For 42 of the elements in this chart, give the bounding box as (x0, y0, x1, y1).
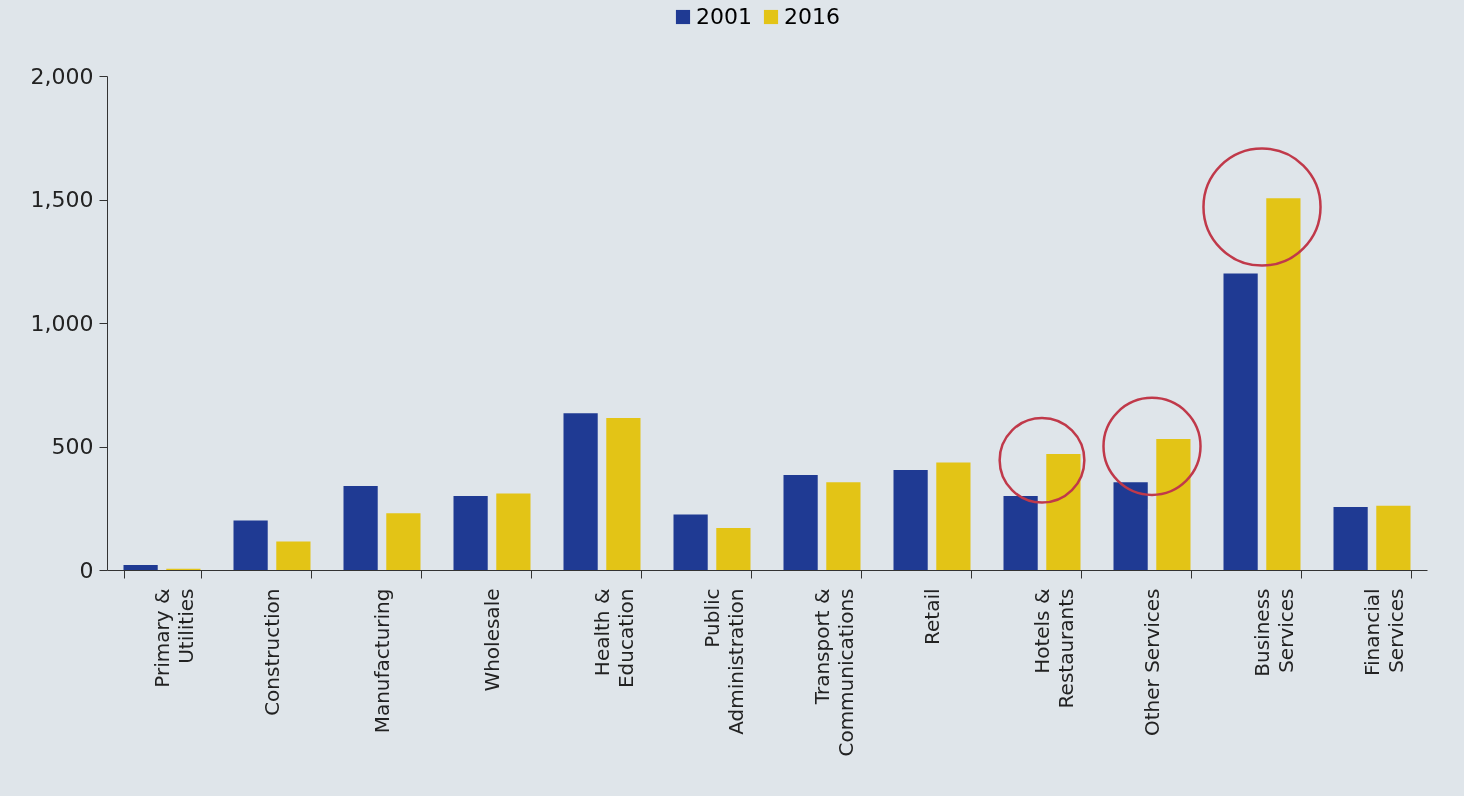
x-tick-label: Other Services (1139, 588, 1164, 736)
y-tick-label: 0 (79, 557, 94, 583)
x-tick-label: Construction (259, 588, 284, 716)
x-tick-label: Wholesale (479, 588, 504, 692)
bar (1223, 273, 1258, 570)
bar (276, 541, 311, 570)
bar (826, 482, 861, 570)
bar (1046, 453, 1081, 570)
y-tick-label: 1,500 (30, 187, 94, 212)
y-tick-label: 2,000 (30, 63, 94, 89)
bar (673, 514, 708, 570)
bar (563, 413, 598, 570)
bar (496, 493, 531, 570)
x-tick-label: Transport & Communications (809, 588, 858, 757)
x-tick-label: Business Services (1249, 588, 1298, 677)
bar (1003, 495, 1038, 570)
bar (233, 520, 268, 570)
x-tick-label: Financial Services (1359, 588, 1408, 677)
bar (123, 565, 158, 570)
x-tick-label: Health & Education (589, 588, 638, 689)
bar (936, 462, 971, 570)
x-tick-label: Hotels & Restaurants (1029, 588, 1078, 709)
bar (1376, 505, 1411, 570)
x-tick-label: Public Administration (699, 588, 748, 735)
bar (1113, 482, 1148, 570)
legend-label: 2016 (784, 4, 840, 29)
x-tick-label: Retail (919, 588, 944, 646)
bar (1333, 507, 1368, 570)
bar (343, 486, 378, 570)
bar (893, 469, 928, 570)
legend-label: 2001 (696, 4, 752, 29)
bar (1156, 439, 1191, 570)
bar (453, 495, 488, 570)
bar (386, 513, 421, 570)
bar (1266, 198, 1301, 570)
bar (783, 474, 818, 570)
x-tick-label: Primary & Utilities (149, 588, 198, 688)
x-tick-label: Manufacturing (369, 588, 394, 734)
bar (716, 528, 751, 570)
y-tick-label: 1,000 (30, 310, 94, 336)
bar (606, 418, 641, 570)
y-tick-label: 500 (51, 434, 94, 459)
